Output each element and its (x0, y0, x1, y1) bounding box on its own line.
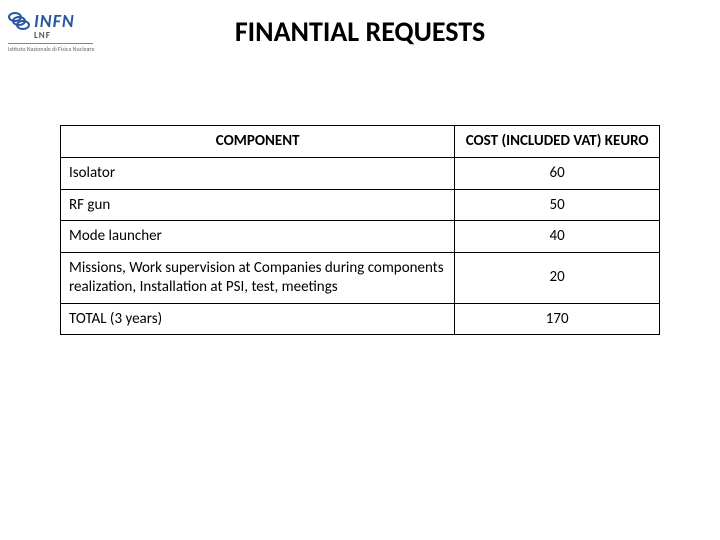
table-row: RF gun 50 (61, 189, 660, 221)
cell-cost: 170 (455, 303, 660, 335)
table-row: Missions, Work supervision at Companies … (61, 253, 660, 304)
table-row: Mode launcher 40 (61, 221, 660, 253)
table-row: TOTAL (3 years) 170 (61, 303, 660, 335)
financial-table-container: COMPONENT COST (INCLUDED VAT) KEURO Isol… (60, 125, 660, 335)
cell-component: Isolator (61, 157, 455, 189)
cell-component: Mode launcher (61, 221, 455, 253)
cell-component: RF gun (61, 189, 455, 221)
page-title: FINANTIAL REQUESTS (0, 14, 720, 49)
cell-cost: 20 (455, 253, 660, 304)
cell-cost: 50 (455, 189, 660, 221)
table-row: Isolator 60 (61, 157, 660, 189)
financial-table: COMPONENT COST (INCLUDED VAT) KEURO Isol… (60, 125, 660, 335)
cell-component: Missions, Work supervision at Companies … (61, 253, 455, 304)
cell-cost: 60 (455, 157, 660, 189)
header-cost: COST (INCLUDED VAT) KEURO (455, 126, 660, 158)
cell-component: TOTAL (3 years) (61, 303, 455, 335)
cell-cost: 40 (455, 221, 660, 253)
table-header-row: COMPONENT COST (INCLUDED VAT) KEURO (61, 126, 660, 158)
header-component: COMPONENT (61, 126, 455, 158)
